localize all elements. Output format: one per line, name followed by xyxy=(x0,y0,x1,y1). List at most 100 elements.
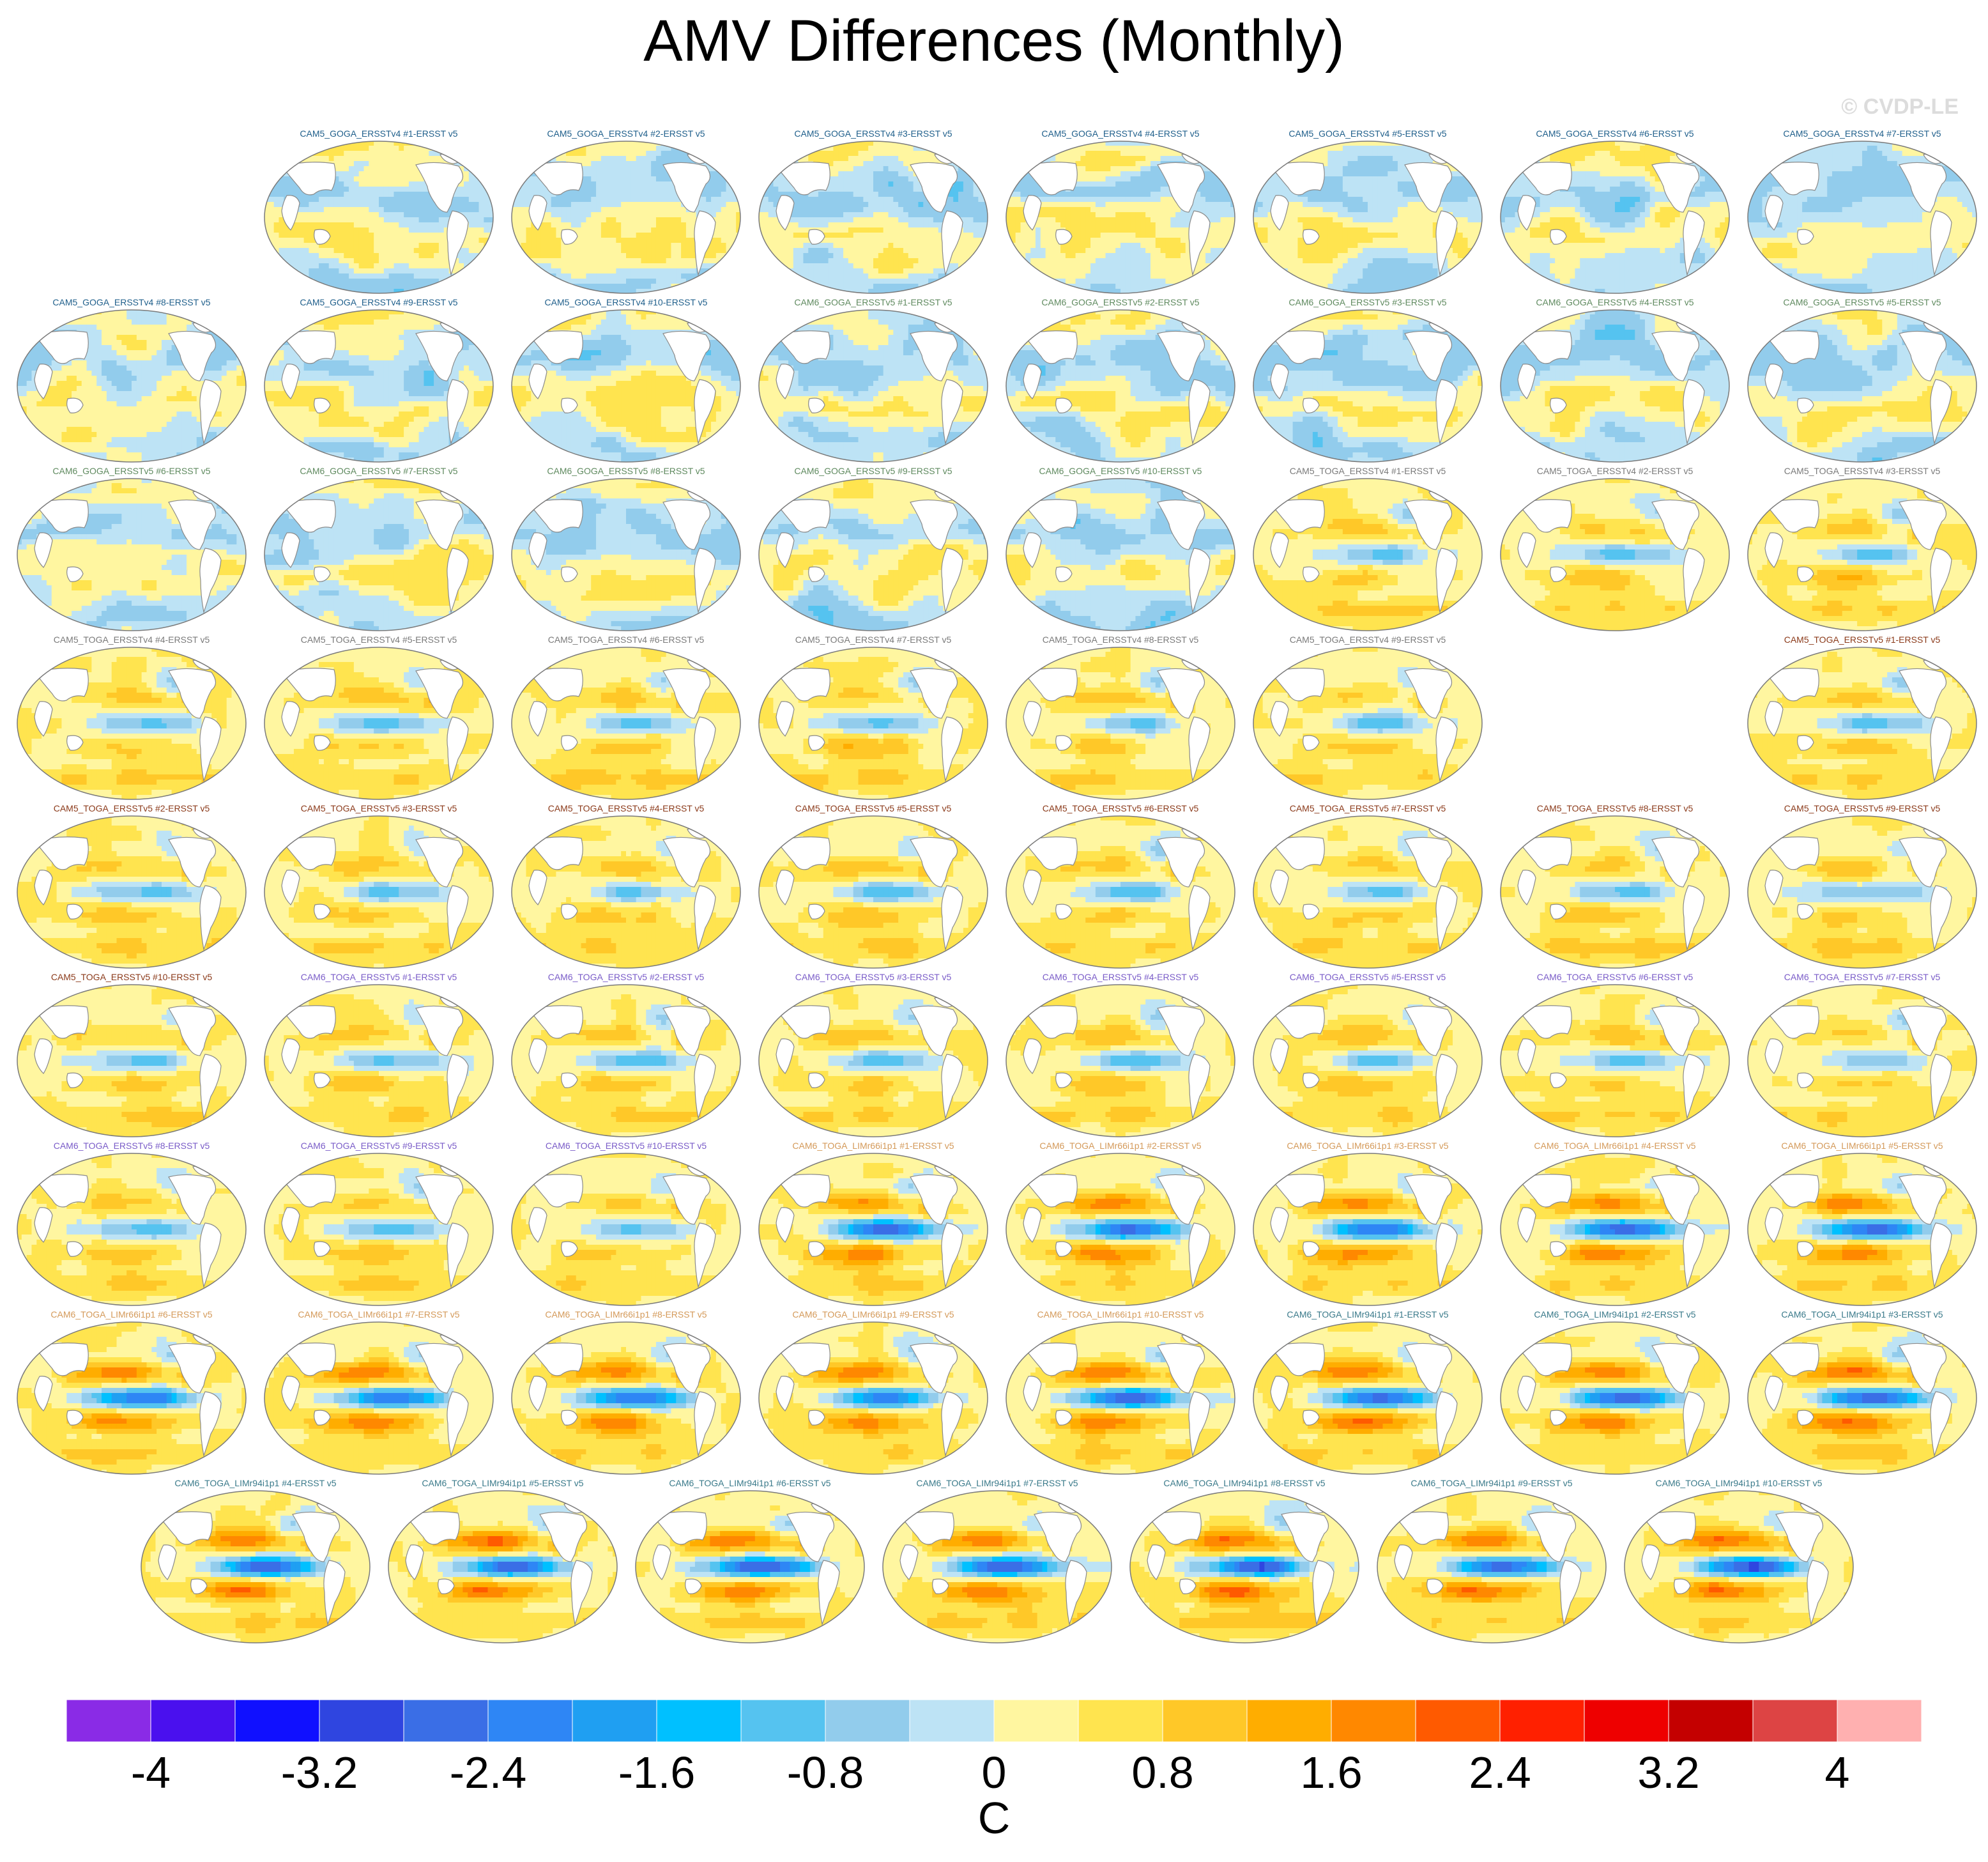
map-panel: CAM6_TOGA_LIMr94i1p1 #7-ERSST v5 xyxy=(876,1477,1119,1645)
colorbar-swatch xyxy=(1669,1700,1753,1742)
global-map xyxy=(1253,1153,1483,1306)
panel-label: CAM6_TOGA_LIMr94i1p1 #3-ERSST v5 xyxy=(1741,1309,1984,1320)
global-map xyxy=(1253,478,1483,631)
global-map xyxy=(1747,984,1977,1137)
panel-label: CAM6_TOGA_ERSSTv5 #5-ERSST v5 xyxy=(1246,971,1489,983)
map-panel: CAM5_GOGA_ERSSTv4 #7-ERSST v5 xyxy=(1741,128,1984,295)
map-panel: CAM6_TOGA_LIMr66i1p1 #10-ERSST v5 xyxy=(999,1309,1242,1476)
map-panel: CAM5_TOGA_ERSSTv4 #2-ERSST v5 xyxy=(1494,465,1736,633)
colorbar-tick-label: -0.8 xyxy=(787,1748,864,1796)
global-map xyxy=(1500,1153,1730,1306)
panel-label: CAM6_TOGA_ERSSTv5 #4-ERSST v5 xyxy=(999,971,1242,983)
global-map xyxy=(264,141,494,294)
map-panel: CAM5_TOGA_ERSSTv5 #9-ERSST v5 xyxy=(1741,803,1984,970)
map-panel: CAM6_TOGA_ERSSTv5 #4-ERSST v5 xyxy=(999,971,1242,1139)
map-panel: CAM5_TOGA_ERSSTv5 #5-ERSST v5 xyxy=(752,803,995,970)
global-map xyxy=(758,141,988,294)
colorbar-swatch xyxy=(1584,1700,1669,1742)
global-map xyxy=(264,1321,494,1475)
global-map xyxy=(1747,141,1977,294)
map-panel: CAM5_TOGA_ERSSTv4 #8-ERSST v5 xyxy=(999,634,1242,801)
panel-label: CAM6_TOGA_LIMr94i1p1 #8-ERSST v5 xyxy=(1123,1477,1366,1489)
colorbar-tick-label: 4 xyxy=(1825,1748,1850,1796)
global-map xyxy=(1253,984,1483,1137)
colorbar-tick-label: -4 xyxy=(131,1748,171,1796)
map-panel: CAM6_GOGA_ERSSTv5 #6-ERSST v5 xyxy=(10,465,253,633)
panel-label: CAM6_TOGA_LIMr94i1p1 #10-ERSST v5 xyxy=(1617,1477,1860,1489)
colorbar-swatch xyxy=(1078,1700,1163,1742)
panel-label: CAM5_TOGA_ERSSTv4 #8-ERSST v5 xyxy=(999,634,1242,645)
global-map xyxy=(1129,1490,1359,1643)
panel-label: CAM6_GOGA_ERSSTv5 #2-ERSST v5 xyxy=(999,296,1242,308)
map-panel: CAM5_TOGA_ERSSTv5 #8-ERSST v5 xyxy=(1494,803,1736,970)
global-map xyxy=(1005,984,1235,1137)
global-map xyxy=(17,1321,247,1475)
colorbar-swatch xyxy=(910,1700,994,1742)
panel-label: CAM6_TOGA_LIMr94i1p1 #1-ERSST v5 xyxy=(1246,1309,1489,1320)
panel-label: CAM5_TOGA_ERSSTv4 #1-ERSST v5 xyxy=(1246,465,1489,477)
global-map xyxy=(1253,141,1483,294)
panel-label: CAM5_TOGA_ERSSTv5 #9-ERSST v5 xyxy=(1741,803,1984,814)
map-panel: CAM5_TOGA_ERSSTv4 #1-ERSST v5 xyxy=(1246,465,1489,633)
panel-label: CAM5_GOGA_ERSSTv4 #4-ERSST v5 xyxy=(999,128,1242,139)
global-map xyxy=(1005,647,1235,800)
global-map xyxy=(264,984,494,1137)
panel-label: CAM6_GOGA_ERSSTv5 #10-ERSST v5 xyxy=(999,465,1242,477)
map-panel: CAM6_TOGA_ERSSTv5 #7-ERSST v5 xyxy=(1741,971,1984,1139)
map-panel: CAM6_TOGA_LIMr66i1p1 #2-ERSST v5 xyxy=(999,1140,1242,1307)
map-panel: CAM5_GOGA_ERSSTv4 #1-ERSST v5 xyxy=(257,128,500,295)
panel-label: CAM5_TOGA_ERSSTv4 #7-ERSST v5 xyxy=(752,634,995,645)
map-panel: CAM5_TOGA_ERSSTv5 #6-ERSST v5 xyxy=(999,803,1242,970)
global-map xyxy=(635,1490,865,1643)
map-panel: CAM6_GOGA_ERSSTv5 #10-ERSST v5 xyxy=(999,465,1242,633)
colorbar-tick-label: 0 xyxy=(982,1748,1007,1796)
global-map xyxy=(388,1490,618,1643)
map-panel: CAM6_GOGA_ERSSTv5 #3-ERSST v5 xyxy=(1246,296,1489,464)
global-map xyxy=(264,309,494,463)
map-panel: CAM5_GOGA_ERSSTv4 #6-ERSST v5 xyxy=(1494,128,1736,295)
colorbar-swatch xyxy=(741,1700,825,1742)
global-map xyxy=(1253,309,1483,463)
colorbar-swatch xyxy=(1247,1700,1331,1742)
global-map xyxy=(1500,309,1730,463)
global-map xyxy=(1624,1490,1854,1643)
panel-label: CAM6_GOGA_ERSSTv5 #1-ERSST v5 xyxy=(752,296,995,308)
panel-label: CAM6_TOGA_ERSSTv5 #7-ERSST v5 xyxy=(1741,971,1984,983)
global-map xyxy=(264,815,494,969)
panel-label: CAM6_TOGA_ERSSTv5 #9-ERSST v5 xyxy=(257,1140,500,1151)
global-map xyxy=(1747,1153,1977,1306)
panel-label: CAM6_TOGA_ERSSTv5 #1-ERSST v5 xyxy=(257,971,500,983)
map-panel: CAM6_TOGA_ERSSTv5 #6-ERSST v5 xyxy=(1494,971,1736,1139)
map-panel: CAM6_TOGA_LIMr66i1p1 #3-ERSST v5 xyxy=(1246,1140,1489,1307)
colorbar-swatch xyxy=(151,1700,235,1742)
map-panel: CAM5_TOGA_ERSSTv5 #4-ERSST v5 xyxy=(505,803,747,970)
global-map xyxy=(758,984,988,1137)
global-map xyxy=(17,815,247,969)
global-map xyxy=(1747,815,1977,969)
colorbar-tick-label: 1.6 xyxy=(1300,1748,1362,1796)
map-panel: CAM5_TOGA_ERSSTv5 #7-ERSST v5 xyxy=(1246,803,1489,970)
map-panel: CAM5_TOGA_ERSSTv5 #10-ERSST v5 xyxy=(10,971,253,1139)
panel-label: CAM6_TOGA_ERSSTv5 #3-ERSST v5 xyxy=(752,971,995,983)
map-panel: CAM6_TOGA_LIMr94i1p1 #10-ERSST v5 xyxy=(1617,1477,1860,1645)
global-map xyxy=(511,815,741,969)
panel-label: CAM5_TOGA_ERSSTv5 #5-ERSST v5 xyxy=(752,803,995,814)
colorbar-swatch xyxy=(319,1700,404,1742)
global-map xyxy=(758,1321,988,1475)
map-panel: CAM6_TOGA_LIMr94i1p1 #6-ERSST v5 xyxy=(629,1477,871,1645)
map-panel: CAM6_TOGA_LIMr66i1p1 #1-ERSST v5 xyxy=(752,1140,995,1307)
global-map xyxy=(1253,815,1483,969)
panel-label: CAM5_GOGA_ERSSTv4 #2-ERSST v5 xyxy=(505,128,747,139)
map-panel: CAM6_TOGA_LIMr94i1p1 #4-ERSST v5 xyxy=(134,1477,377,1645)
map-panel: CAM6_TOGA_LIMr66i1p1 #6-ERSST v5 xyxy=(10,1309,253,1476)
map-panel: CAM6_TOGA_ERSSTv5 #3-ERSST v5 xyxy=(752,971,995,1139)
panel-label: CAM6_TOGA_ERSSTv5 #6-ERSST v5 xyxy=(1494,971,1736,983)
panel-label: CAM5_TOGA_ERSSTv5 #3-ERSST v5 xyxy=(257,803,500,814)
map-panel: CAM6_GOGA_ERSSTv5 #7-ERSST v5 xyxy=(257,465,500,633)
global-map xyxy=(758,478,988,631)
global-map xyxy=(1005,1321,1235,1475)
panel-label: CAM6_TOGA_ERSSTv5 #2-ERSST v5 xyxy=(505,971,747,983)
panel-label: CAM6_TOGA_LIMr66i1p1 #3-ERSST v5 xyxy=(1246,1140,1489,1151)
panel-label: CAM6_TOGA_LIMr94i1p1 #7-ERSST v5 xyxy=(876,1477,1119,1489)
map-panel: CAM5_GOGA_ERSSTv4 #2-ERSST v5 xyxy=(505,128,747,295)
